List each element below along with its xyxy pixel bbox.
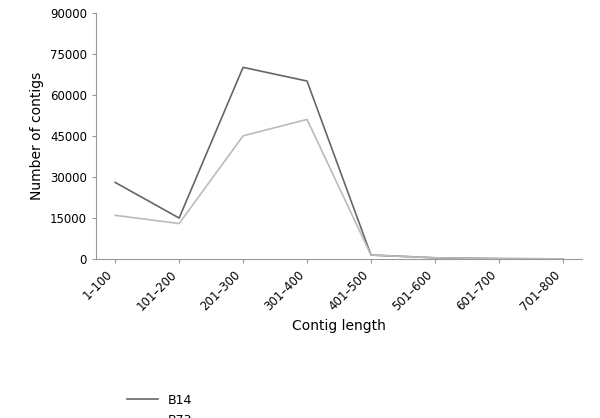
B14 bbox=[112, 180, 119, 185]
B14 bbox=[559, 256, 566, 261]
X-axis label: Contig length: Contig length bbox=[292, 319, 386, 333]
B14 bbox=[367, 252, 374, 257]
B73 bbox=[495, 256, 502, 261]
B73 bbox=[112, 213, 119, 218]
B14 bbox=[431, 255, 439, 260]
B73 bbox=[176, 221, 183, 226]
B73 bbox=[431, 255, 439, 260]
Line: B73: B73 bbox=[115, 120, 563, 259]
Y-axis label: Number of contigs: Number of contigs bbox=[31, 72, 44, 200]
B14 bbox=[176, 216, 183, 221]
Line: B14: B14 bbox=[115, 67, 563, 259]
B73 bbox=[559, 256, 566, 261]
B14 bbox=[304, 79, 311, 84]
B73 bbox=[367, 252, 374, 257]
Legend: B14, B73: B14, B73 bbox=[127, 394, 193, 418]
B73 bbox=[304, 117, 311, 122]
B14 bbox=[239, 65, 247, 70]
B14 bbox=[495, 256, 502, 261]
B73 bbox=[239, 133, 247, 138]
